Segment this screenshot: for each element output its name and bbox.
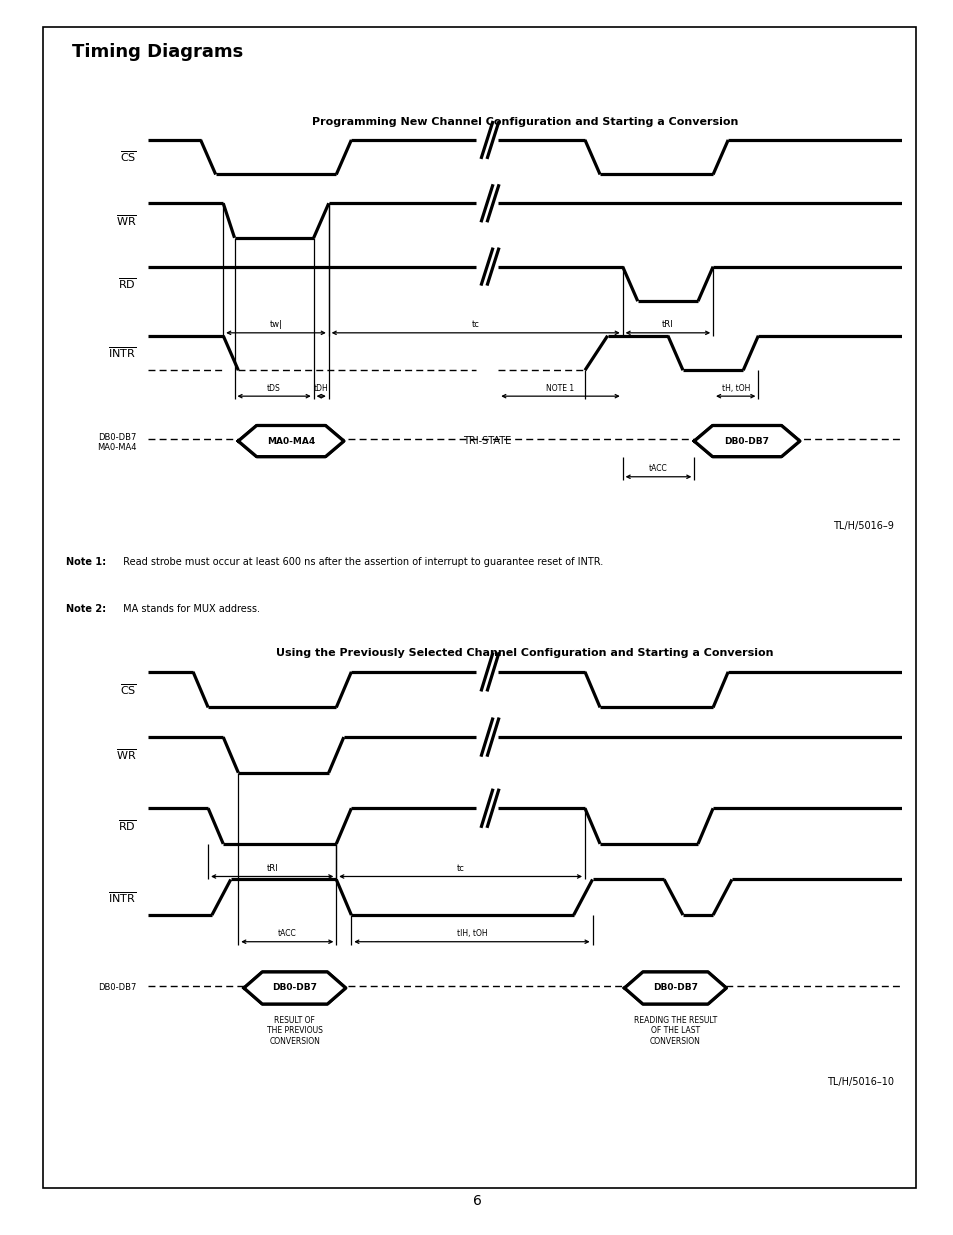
Text: $\overline{\mathrm{CS}}$: $\overline{\mathrm{CS}}$ xyxy=(120,149,136,164)
Text: $\overline{\mathrm{INTR}}$: $\overline{\mathrm{INTR}}$ xyxy=(109,346,136,361)
Text: MA stands for MUX address.: MA stands for MUX address. xyxy=(120,604,260,614)
Polygon shape xyxy=(694,426,799,457)
Text: DB0-DB7: DB0-DB7 xyxy=(272,983,317,993)
Text: tRI: tRI xyxy=(661,320,673,330)
Text: READING THE RESULT
OF THE LAST
CONVERSION: READING THE RESULT OF THE LAST CONVERSIO… xyxy=(633,1016,717,1046)
Text: $\overline{\mathrm{RD}}$: $\overline{\mathrm{RD}}$ xyxy=(118,819,136,834)
Text: DB0-DB7: DB0-DB7 xyxy=(98,983,136,993)
Polygon shape xyxy=(624,972,725,1004)
Text: $\overline{\mathrm{WR}}$: $\overline{\mathrm{WR}}$ xyxy=(115,747,136,762)
Text: Note 2:: Note 2: xyxy=(66,604,106,614)
Text: tDH: tDH xyxy=(314,384,328,393)
Text: Programming New Channel Configuration and Starting a Conversion: Programming New Channel Configuration an… xyxy=(312,117,737,127)
Text: tc: tc xyxy=(456,864,464,873)
Text: RESULT OF
THE PREVIOUS
CONVERSION: RESULT OF THE PREVIOUS CONVERSION xyxy=(267,1016,322,1046)
Text: Note 1:: Note 1: xyxy=(66,557,106,567)
Text: $\overline{\mathrm{RD}}$: $\overline{\mathrm{RD}}$ xyxy=(118,277,136,291)
Text: Using the Previously Selected Channel Configuration and Starting a Conversion: Using the Previously Selected Channel Co… xyxy=(275,648,773,658)
Text: Timing Diagrams: Timing Diagrams xyxy=(71,43,243,62)
FancyBboxPatch shape xyxy=(43,27,915,1188)
Text: TL/H/5016–9: TL/H/5016–9 xyxy=(832,521,893,531)
Text: tRI: tRI xyxy=(266,864,277,873)
Text: 6: 6 xyxy=(472,1194,481,1208)
Text: DB0-DB7: DB0-DB7 xyxy=(652,983,698,993)
Text: $\overline{\mathrm{CS}}$: $\overline{\mathrm{CS}}$ xyxy=(120,682,136,697)
Text: tc: tc xyxy=(472,320,479,330)
Text: tH, tOH: tH, tOH xyxy=(720,384,749,393)
Text: $\overline{\mathrm{INTR}}$: $\overline{\mathrm{INTR}}$ xyxy=(109,890,136,904)
Polygon shape xyxy=(244,972,345,1004)
Text: TRI-STATE: TRI-STATE xyxy=(462,436,511,446)
Text: tw|: tw| xyxy=(269,320,282,330)
Text: tACC: tACC xyxy=(648,464,667,473)
Text: DB0-DB7: DB0-DB7 xyxy=(723,436,769,446)
Text: tACC: tACC xyxy=(277,929,296,939)
Text: Read strobe must occur at least 600 ns after the assertion of interrupt to guara: Read strobe must occur at least 600 ns a… xyxy=(120,557,603,567)
Polygon shape xyxy=(238,426,343,457)
Text: DB0-DB7
MA0-MA4: DB0-DB7 MA0-MA4 xyxy=(97,433,136,452)
Text: tIH, tOH: tIH, tOH xyxy=(456,929,487,939)
Text: $\overline{\mathrm{WR}}$: $\overline{\mathrm{WR}}$ xyxy=(115,214,136,228)
Text: MA0-MA4: MA0-MA4 xyxy=(267,436,314,446)
Text: NOTE 1: NOTE 1 xyxy=(546,384,574,393)
Text: TL/H/5016–10: TL/H/5016–10 xyxy=(826,1077,893,1087)
Text: tDS: tDS xyxy=(267,384,281,393)
